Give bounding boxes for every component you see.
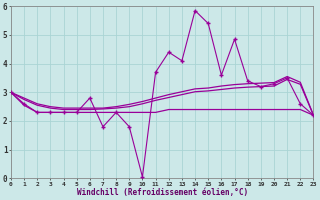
X-axis label: Windchill (Refroidissement éolien,°C): Windchill (Refroidissement éolien,°C) [76,188,248,197]
